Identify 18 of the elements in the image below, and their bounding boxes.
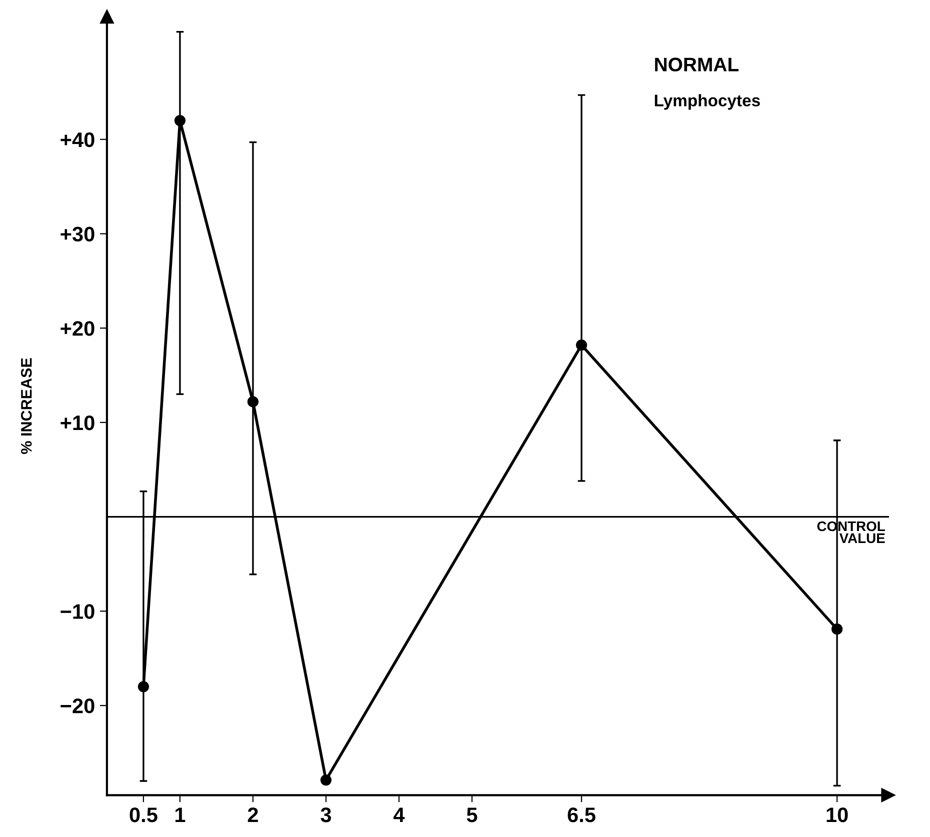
x-tick-label: 1 <box>175 808 186 822</box>
annotation: NORMAL <box>655 58 739 72</box>
y-axis-title: % INCREASE <box>20 358 32 454</box>
annotation: Lymphocytes <box>654 94 760 110</box>
y-tick-label: −10 <box>60 604 94 619</box>
x-tick-label: 2 <box>248 808 258 822</box>
x-tick-label: 5 <box>466 808 478 822</box>
y-tick-label: +30 <box>60 226 94 242</box>
y-tick-label: +40 <box>60 132 94 148</box>
x-tick-label: 4 <box>394 808 405 822</box>
x-tick-label: 6.5 <box>568 808 596 822</box>
y-tick-label: +20 <box>60 321 94 336</box>
x-tick-label: 10 <box>826 808 848 822</box>
point <box>320 774 332 786</box>
x-tick-label: 0.5 <box>130 808 158 822</box>
x-tick-label: 3 <box>320 808 332 822</box>
y-tick-label: −20 <box>60 698 94 714</box>
y-tick-label: +10 <box>60 415 94 430</box>
